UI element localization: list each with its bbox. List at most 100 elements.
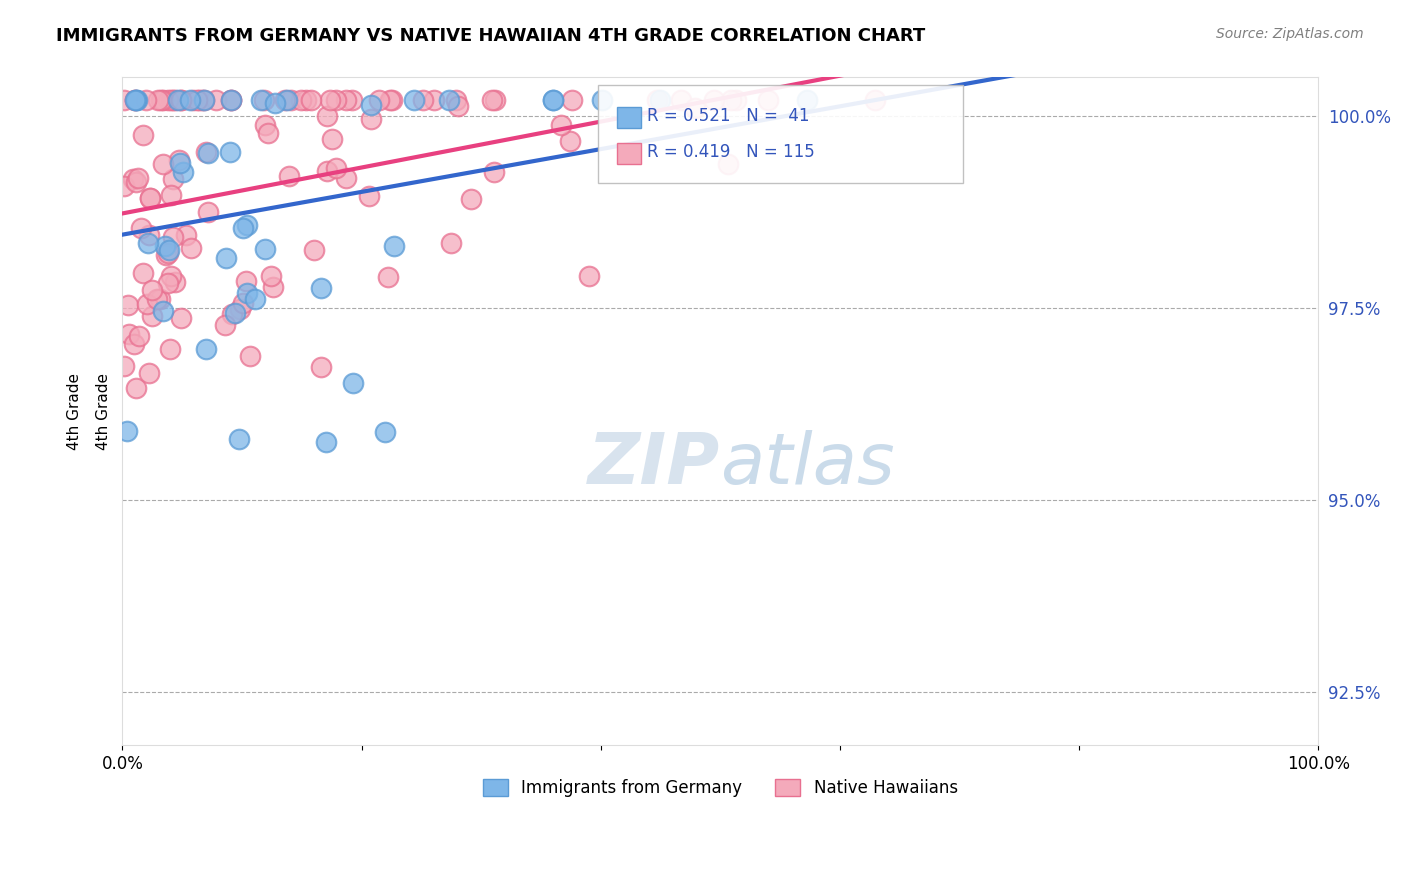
- Point: [263, 95, 285, 110]
- Point: [139, 191, 162, 205]
- Point: [162, 172, 184, 186]
- Point: [150, 94, 173, 108]
- Point: [167, 153, 190, 167]
- Point: [319, 94, 342, 108]
- Point: [146, 292, 169, 306]
- Point: [122, 172, 145, 186]
- Point: [250, 94, 273, 108]
- Point: [160, 268, 183, 283]
- Point: [118, 327, 141, 342]
- Point: [159, 187, 181, 202]
- Point: [179, 94, 201, 108]
- Point: [125, 381, 148, 395]
- Text: IMMIGRANTS FROM GERMANY VS NATIVE HAWAIIAN 4TH GRADE CORRELATION CHART: IMMIGRANTS FROM GERMANY VS NATIVE HAWAII…: [56, 27, 925, 45]
- Text: atlas: atlas: [720, 430, 896, 500]
- Point: [197, 204, 219, 219]
- Point: [156, 245, 179, 260]
- Point: [325, 161, 347, 175]
- Text: Source: ZipAtlas.com: Source: ZipAtlas.com: [1216, 27, 1364, 41]
- Point: [277, 169, 299, 184]
- Point: [245, 293, 267, 307]
- Point: [257, 127, 280, 141]
- Legend: Immigrants from Germany, Native Hawaiians: Immigrants from Germany, Native Hawaiian…: [477, 772, 965, 804]
- Point: [135, 94, 157, 108]
- Point: [645, 94, 668, 108]
- Point: [170, 94, 193, 108]
- Point: [541, 94, 564, 108]
- Point: [193, 94, 215, 108]
- Y-axis label: 4th Grade: 4th Grade: [96, 373, 111, 450]
- Point: [124, 94, 146, 108]
- Point: [197, 146, 219, 161]
- Point: [342, 376, 364, 390]
- Point: [124, 337, 146, 351]
- Point: [195, 145, 218, 159]
- Point: [138, 227, 160, 242]
- Point: [235, 286, 257, 301]
- Point: [863, 94, 886, 108]
- Point: [170, 311, 193, 326]
- Point: [724, 94, 747, 108]
- Point: [290, 94, 312, 108]
- Point: [138, 366, 160, 380]
- Point: [460, 192, 482, 206]
- Point: [232, 295, 254, 310]
- Point: [260, 269, 283, 284]
- Point: [377, 269, 399, 284]
- Point: [228, 302, 250, 317]
- Point: [169, 94, 191, 108]
- Point: [141, 309, 163, 323]
- Point: [236, 218, 259, 232]
- Point: [167, 94, 190, 108]
- Point: [125, 94, 148, 108]
- Point: [325, 94, 347, 108]
- Point: [112, 179, 135, 194]
- Point: [224, 306, 246, 320]
- Point: [132, 266, 155, 280]
- Point: [309, 281, 332, 295]
- Point: [669, 94, 692, 108]
- Point: [131, 128, 153, 143]
- Point: [235, 274, 257, 288]
- Point: [162, 229, 184, 244]
- Point: [481, 94, 503, 108]
- Point: [228, 432, 250, 446]
- Point: [186, 94, 208, 108]
- Point: [280, 94, 302, 108]
- Point: [117, 298, 139, 312]
- Point: [159, 342, 181, 356]
- Point: [152, 157, 174, 171]
- Point: [382, 239, 405, 253]
- Point: [321, 132, 343, 146]
- Point: [214, 318, 236, 332]
- Point: [112, 94, 135, 108]
- Point: [380, 94, 402, 108]
- Point: [412, 94, 434, 108]
- Point: [139, 191, 162, 205]
- Point: [187, 94, 209, 108]
- Point: [169, 155, 191, 169]
- Point: [141, 283, 163, 297]
- Point: [315, 435, 337, 450]
- Point: [543, 94, 565, 108]
- Point: [124, 94, 146, 108]
- Point: [191, 94, 214, 108]
- Point: [423, 94, 446, 108]
- Point: [335, 94, 357, 108]
- Point: [484, 94, 506, 108]
- Point: [129, 221, 152, 235]
- Point: [215, 252, 238, 266]
- Point: [160, 94, 183, 108]
- Point: [253, 242, 276, 256]
- Point: [357, 188, 380, 202]
- Point: [219, 94, 242, 108]
- Point: [756, 94, 779, 108]
- Point: [155, 238, 177, 252]
- Point: [253, 94, 276, 108]
- Point: [125, 175, 148, 189]
- Point: [163, 94, 186, 108]
- Point: [315, 164, 337, 178]
- Point: [152, 304, 174, 318]
- Point: [560, 134, 582, 148]
- Point: [193, 94, 215, 108]
